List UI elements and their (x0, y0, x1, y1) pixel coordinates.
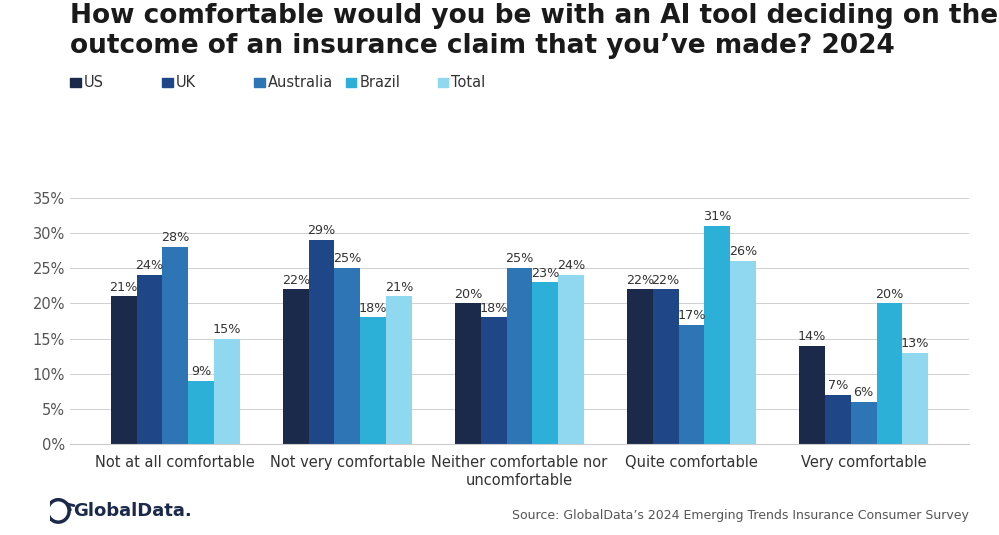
Bar (481, 317, 506, 444)
Bar (851, 402, 876, 444)
Bar (283, 289, 309, 444)
Text: 20%: 20% (454, 288, 483, 301)
Bar (704, 226, 730, 444)
Text: UK: UK (176, 75, 196, 90)
Text: 18%: 18% (480, 302, 507, 315)
Text: 20%: 20% (875, 288, 904, 301)
Bar (799, 346, 825, 444)
Text: 14%: 14% (798, 330, 826, 343)
Text: Australia: Australia (268, 75, 333, 90)
Text: How comfortable would you be with an AI tool deciding on the: How comfortable would you be with an AI … (70, 3, 998, 29)
Text: US: US (84, 75, 104, 90)
Text: 21%: 21% (385, 280, 414, 294)
Text: 21%: 21% (110, 280, 138, 294)
Text: outcome of an insurance claim that you’ve made? 2024: outcome of an insurance claim that you’v… (70, 33, 895, 59)
Text: 13%: 13% (901, 337, 929, 350)
Text: 22%: 22% (282, 273, 310, 287)
Text: 22%: 22% (651, 273, 680, 287)
Text: 22%: 22% (625, 273, 654, 287)
Text: 26%: 26% (729, 246, 757, 258)
Bar (678, 325, 704, 444)
Bar (335, 268, 361, 444)
Bar (214, 339, 240, 444)
Text: 7%: 7% (827, 379, 848, 392)
Text: Source: GlobalData’s 2024 Emerging Trends Insurance Consumer Survey: Source: GlobalData’s 2024 Emerging Trend… (512, 509, 969, 522)
Bar (163, 247, 188, 444)
Text: 17%: 17% (677, 309, 706, 322)
Bar (730, 261, 756, 444)
Bar (902, 353, 928, 444)
Text: 31%: 31% (703, 210, 731, 223)
Text: 24%: 24% (136, 259, 164, 272)
Text: 28%: 28% (161, 231, 190, 244)
Bar (387, 296, 412, 444)
Bar (111, 296, 137, 444)
Text: 25%: 25% (334, 253, 362, 265)
Bar (137, 276, 163, 444)
Text: Total: Total (452, 75, 486, 90)
Bar (532, 282, 558, 444)
Bar (506, 268, 532, 444)
Bar (361, 317, 387, 444)
Text: 23%: 23% (531, 266, 559, 279)
Text: 15%: 15% (213, 323, 241, 336)
Bar (652, 289, 678, 444)
Bar (627, 289, 652, 444)
Text: GlobalData.: GlobalData. (73, 502, 192, 520)
Bar (825, 395, 851, 444)
Bar (309, 240, 335, 444)
Text: 9%: 9% (191, 365, 211, 378)
Text: 25%: 25% (505, 253, 533, 265)
Text: 6%: 6% (853, 386, 874, 399)
Bar (876, 303, 902, 444)
Text: 29%: 29% (308, 224, 336, 238)
Text: 18%: 18% (359, 302, 388, 315)
Bar (188, 381, 214, 444)
Bar (558, 276, 584, 444)
Text: 24%: 24% (557, 259, 585, 272)
Bar (455, 303, 481, 444)
Text: Brazil: Brazil (360, 75, 401, 90)
